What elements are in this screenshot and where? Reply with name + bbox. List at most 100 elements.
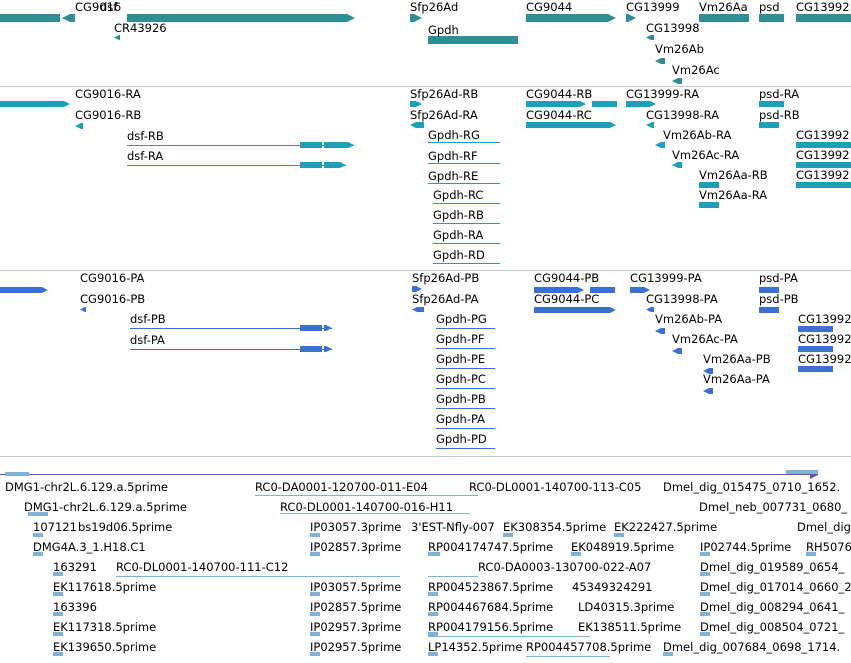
- feature-label[interactable]: Gpdh-PB: [436, 392, 486, 406]
- feature-label[interactable]: Dmel_neb_007731_0680_: [699, 500, 848, 514]
- feature-label[interactable]: Dmel_dig_008504_0721_: [700, 620, 845, 634]
- feature-glyph[interactable]: [310, 533, 320, 537]
- feature-label[interactable]: IP02857.5prime: [310, 600, 402, 614]
- feature-label[interactable]: psd: [759, 0, 780, 14]
- feature-label[interactable]: EK139650.5prime: [53, 640, 157, 654]
- feature-glyph[interactable]: [114, 35, 120, 40]
- feature-glyph[interactable]: [672, 162, 682, 168]
- feature-glyph[interactable]: [630, 287, 650, 293]
- feature-label[interactable]: CG9044-RB: [526, 87, 593, 101]
- feature-label[interactable]: 107121: [33, 520, 77, 534]
- feature-label[interactable]: Vm26Aa-PB: [703, 352, 771, 366]
- feature-glyph[interactable]: [428, 592, 438, 596]
- feature-label[interactable]: EK222427.5prime: [614, 520, 718, 534]
- feature-label[interactable]: CR43926: [114, 21, 167, 35]
- feature-glyph[interactable]: [428, 552, 440, 556]
- feature-label[interactable]: Gpdh-PC: [436, 372, 486, 386]
- feature-glyph[interactable]: [410, 101, 422, 107]
- feature-label[interactable]: Gpdh-PD: [436, 432, 487, 446]
- feature-glyph[interactable]: [700, 572, 710, 576]
- feature-label[interactable]: CG9016: [75, 0, 122, 14]
- feature-glyph[interactable]: [53, 652, 63, 656]
- feature-label[interactable]: RC0-DA0003-130700-022-A07: [478, 560, 652, 574]
- feature-glyph[interactable]: [699, 14, 749, 22]
- feature-label[interactable]: CG13992: [796, 148, 850, 162]
- feature-glyph[interactable]: [324, 325, 332, 331]
- feature-label[interactable]: Vm26Ac-RA: [672, 148, 740, 162]
- feature-glyph[interactable]: [310, 632, 320, 636]
- feature-label[interactable]: RC0-DL0001-140700-113-C05: [469, 480, 642, 494]
- feature-label[interactable]: psd-RB: [759, 108, 800, 122]
- feature-glyph[interactable]: [703, 388, 713, 394]
- feature-label[interactable]: RH5076: [806, 540, 851, 554]
- feature-glyph[interactable]: [672, 348, 682, 354]
- feature-label[interactable]: psd-RA: [759, 87, 800, 101]
- feature-glyph[interactable]: [0, 14, 60, 22]
- feature-label[interactable]: Sfp26Ad-PA: [412, 292, 479, 306]
- feature-glyph[interactable]: [324, 346, 332, 352]
- feature-label[interactable]: CG13992: [796, 128, 850, 142]
- feature-glyph[interactable]: [700, 632, 710, 636]
- feature-label[interactable]: psd-PB: [759, 292, 799, 306]
- feature-label[interactable]: EK117618.5prime: [53, 580, 157, 594]
- feature-label[interactable]: Gpdh-PG: [436, 312, 487, 326]
- feature-glyph[interactable]: [428, 652, 438, 656]
- feature-glyph[interactable]: [526, 14, 616, 22]
- feature-label[interactable]: Dmel_dig_017014_0660_2308.: [700, 580, 851, 594]
- feature-glyph[interactable]: [75, 123, 83, 129]
- feature-label[interactable]: RC0-DL0001-140700-111-C12: [116, 560, 289, 574]
- feature-glyph[interactable]: [324, 142, 354, 148]
- feature-label[interactable]: Vm26Aa: [699, 0, 748, 14]
- feature-label[interactable]: LP14352.5prime: [428, 640, 523, 654]
- feature-glyph[interactable]: [53, 592, 63, 596]
- feature-glyph[interactable]: [786, 470, 818, 474]
- feature-label[interactable]: RP004174747.5prime: [428, 540, 554, 554]
- feature-label[interactable]: EK138511.5prime: [578, 620, 682, 634]
- feature-glyph[interactable]: [703, 368, 713, 374]
- feature-glyph[interactable]: [33, 533, 43, 537]
- feature-glyph[interactable]: [672, 78, 682, 84]
- feature-glyph[interactable]: [571, 552, 581, 556]
- feature-label[interactable]: Vm26Aa-PA: [703, 372, 770, 386]
- feature-glyph[interactable]: [300, 325, 322, 331]
- feature-glyph[interactable]: [798, 326, 833, 332]
- feature-glyph[interactable]: [526, 122, 616, 128]
- feature-glyph[interactable]: [798, 366, 833, 372]
- feature-glyph[interactable]: [428, 36, 518, 44]
- feature-label[interactable]: IP02744.5prime: [700, 540, 792, 554]
- feature-label[interactable]: Dmel_dig: [797, 520, 851, 534]
- feature-label[interactable]: psd-PA: [759, 271, 798, 285]
- feature-label[interactable]: Dmel_dig_019589_0654_: [700, 560, 845, 574]
- feature-label[interactable]: Vm26Ac-PA: [672, 332, 738, 346]
- feature-label[interactable]: EK117318.5prime: [53, 620, 157, 634]
- feature-label[interactable]: Vm26Ab: [655, 42, 704, 56]
- feature-glyph[interactable]: [324, 162, 346, 168]
- feature-label[interactable]: IP03057.5prime: [310, 580, 402, 594]
- feature-label[interactable]: Gpdh-RD: [433, 248, 485, 262]
- feature-label[interactable]: DMG1-chr2L.6.129.a.5prime: [24, 500, 187, 514]
- feature-glyph[interactable]: [699, 202, 719, 208]
- feature-label[interactable]: bs19d06.5prime: [78, 520, 173, 534]
- feature-label[interactable]: Gpdh-RF: [428, 149, 478, 163]
- feature-glyph[interactable]: [33, 552, 43, 556]
- feature-glyph[interactable]: [428, 632, 438, 636]
- feature-label[interactable]: CG9044-RC: [526, 108, 592, 122]
- feature-glyph[interactable]: [646, 122, 654, 128]
- feature-label[interactable]: CG13999-PA: [630, 271, 702, 285]
- feature-label[interactable]: 3'EST-Nfly-007: [411, 520, 495, 534]
- feature-label[interactable]: CG9044-PC: [534, 292, 600, 306]
- feature-glyph[interactable]: [655, 58, 665, 64]
- feature-label[interactable]: Vm26Ab-RA: [663, 128, 732, 142]
- feature-glyph[interactable]: [534, 307, 616, 313]
- feature-label[interactable]: CG13998: [646, 21, 700, 35]
- feature-label[interactable]: DMG4A.3_1.H18.C1: [33, 540, 146, 554]
- feature-glyph[interactable]: [592, 101, 617, 107]
- feature-glyph[interactable]: [759, 287, 779, 293]
- feature-label[interactable]: Gpdh: [428, 23, 459, 37]
- feature-label[interactable]: Vm26Ac: [672, 63, 720, 77]
- feature-glyph[interactable]: [796, 14, 851, 22]
- feature-label[interactable]: dsf-PB: [130, 312, 166, 326]
- feature-glyph[interactable]: [80, 307, 86, 312]
- feature-label[interactable]: Gpdh-PF: [436, 332, 485, 346]
- feature-glyph[interactable]: [646, 307, 654, 312]
